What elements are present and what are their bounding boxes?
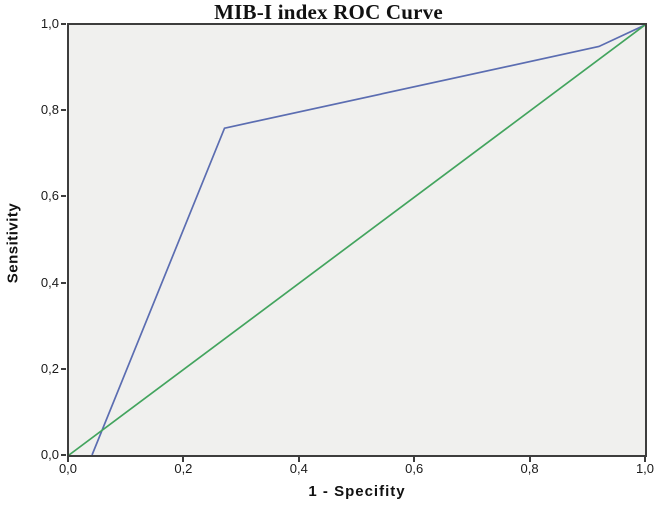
x-tick-label: 0,0 <box>58 461 78 476</box>
chart-title: MIB-I index ROC Curve <box>214 0 443 24</box>
x-tick-label: 1,0 <box>635 461 655 476</box>
y-tick-mark <box>61 109 66 112</box>
y-tick-mark <box>61 454 66 456</box>
x-tick-label: 0,8 <box>520 461 539 476</box>
y-tick-mark <box>61 195 66 198</box>
y-tick-label: 0,4 <box>40 274 59 290</box>
y-tick-mark <box>61 367 66 370</box>
y-tick-mark <box>61 23 66 25</box>
x-tick-mark <box>644 457 646 462</box>
y-tick-label: 0,8 <box>40 102 59 118</box>
x-tick-label: 0,2 <box>174 461 193 476</box>
y-tick-label: 1,0 <box>40 16 59 31</box>
y-tick-label: 0,0 <box>40 447 59 462</box>
roc-curve-line <box>92 25 645 455</box>
x-tick-mark <box>528 457 531 462</box>
x-tick-mark <box>67 457 69 462</box>
x-tick-label: 0,4 <box>289 461 308 476</box>
x-tick-mark <box>297 457 300 462</box>
x-tick-mark <box>182 457 185 462</box>
y-tick-mark <box>61 281 66 284</box>
plot-area <box>67 23 647 457</box>
reference-line-line <box>69 25 645 455</box>
x-tick-mark <box>413 457 416 462</box>
roc-curves-canvas <box>69 25 645 455</box>
y-axis-label-text: Sensitivity <box>4 202 22 284</box>
y-tick-label: 0,2 <box>40 360 59 376</box>
x-tick-label: 0,6 <box>405 461 424 476</box>
y-tick-label: 0,6 <box>40 188 59 204</box>
x-axis-label: 1 - Specifity <box>308 483 406 500</box>
